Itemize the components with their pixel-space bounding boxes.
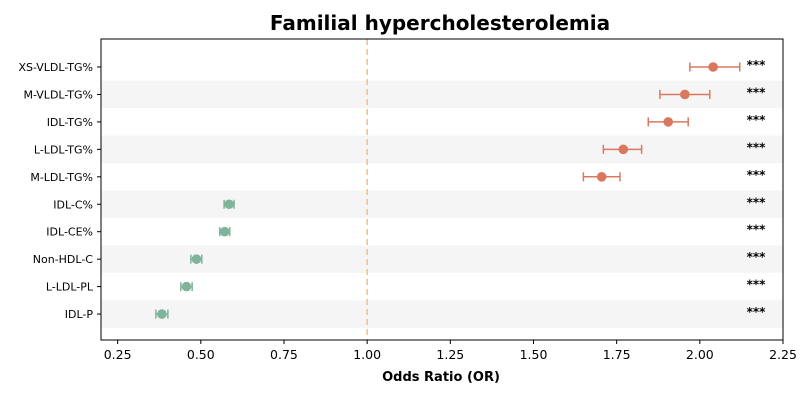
odds-ratio-point [708,62,718,72]
data-row [180,281,193,292]
significance-label: *** [747,58,767,72]
x-tick-label: 0.25 [104,347,132,362]
odds-ratio-point [224,199,234,210]
x-tick-label: 2.25 [769,347,797,362]
x-axis: 0.25 0.50 0.75 1.00 1.25 1.50 1.75 2.00 2.25 [104,340,797,362]
odds-ratio-point [596,172,607,182]
data-row [155,309,169,319]
category-label: IDL-P [65,308,94,321]
x-tick-label: 0.50 [187,347,215,362]
x-tick-label: 0.75 [270,347,298,362]
x-tick-label: 2.00 [686,347,714,362]
data-row [582,172,621,182]
odds-ratio-point [181,281,192,292]
category-label: IDL-C% [53,198,93,211]
significance-label: *** [747,85,767,99]
category-label: L-LDL-TG% [34,143,93,156]
x-tick-label: 1.75 [603,347,631,362]
category-label: M-LDL-TG% [30,171,93,184]
row-stripe [101,190,783,218]
data-marks [155,62,741,319]
data-row [602,144,643,155]
x-tick-label: 1.50 [520,347,548,362]
significance-label: *** [747,278,767,292]
significance-label: *** [747,195,767,209]
data-row [647,117,689,127]
category-label: XS-VLDL-TG% [18,61,93,74]
odds-ratio-point [191,254,202,264]
odds-ratio-point [680,89,690,100]
significance-label: *** [747,305,767,319]
y-axis-labels: XS-VLDL-TG% M-VLDL-TG% IDL-TG% L-LDL-TG% M-L… [18,61,101,321]
data-row [190,254,203,264]
x-axis-label: Odds Ratio (OR) [382,370,500,385]
chart-title: Familial hypercholesterolemia [270,11,610,35]
odds-ratio-point [663,117,674,127]
significance-label: *** [747,223,767,237]
data-row [689,62,741,72]
significance-label: *** [747,250,767,264]
data-row [219,226,231,237]
category-label: L-LDL-PL [46,281,94,294]
odds-ratio-point [157,309,167,319]
row-stripe [101,300,783,328]
category-label: IDL-CE% [46,226,93,239]
odds-ratio-point [219,226,230,237]
significance-label: *** [747,140,767,154]
significance-labels: *** *** *** *** *** *** *** *** *** *** [747,58,767,319]
x-tick-label: 1.00 [353,347,381,362]
row-stripe [101,135,783,164]
data-row [223,199,235,210]
category-label: Non-HDL-C [33,253,94,266]
x-tick-label: 1.25 [436,347,464,362]
odds-ratio-point [618,144,629,155]
significance-label: *** [747,113,767,127]
plot-frame [100,38,784,341]
data-row [659,89,711,100]
category-label: M-VLDL-TG% [23,88,93,101]
significance-label: *** [747,168,767,182]
category-label: IDL-TG% [47,116,93,129]
row-stripes [101,80,783,328]
row-stripe [101,245,783,273]
